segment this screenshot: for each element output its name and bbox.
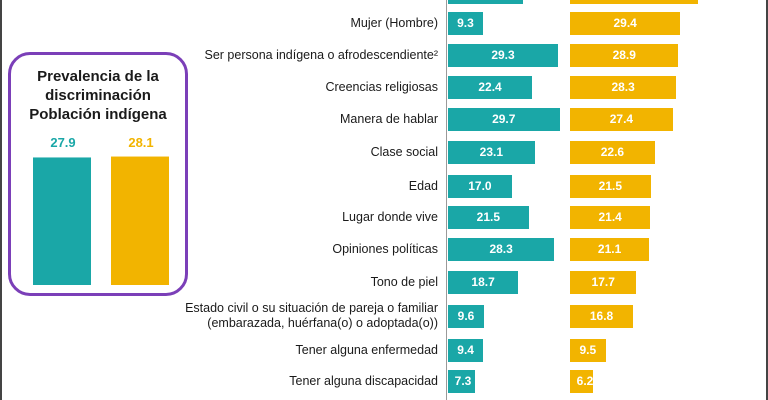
category-label: Lugar donde vive [342,209,438,224]
prevalence-title: Prevalencia de la discriminación Poblaci… [11,67,185,124]
prevalence-bars [33,156,169,285]
value-label-series-1: 16.8 [589,309,614,323]
prevalence-bar-0 [33,157,91,285]
category-label: Tono de piel [370,274,438,289]
bar-series-0 [448,270,519,294]
frame-left-border [0,0,2,400]
value-label-series-0: 9.4 [457,343,474,357]
bar-series-0 [448,0,523,4]
bar-series-0 [448,75,533,99]
value-label-series-1: 21.1 [597,242,622,256]
bar-series-1 [570,270,637,294]
prevalence-title-line-2: discriminación [45,87,151,104]
prevalence-title-line-3: Población indígena [29,106,167,123]
value-label-series-1: 27.4 [609,112,634,126]
bar-series-1 [570,174,651,198]
prevalence-title-line-1: Prevalencia de la [37,68,159,85]
value-label-series-0: 22.4 [478,80,502,94]
category-label: Creencias religiosas [325,79,438,94]
bar-series-0 [448,107,560,131]
axis-divider [446,0,447,400]
prevalence-bar-1 [111,156,169,285]
prevalence-value-series-1: 28.1 [128,135,154,150]
bar-series-0 [448,338,484,362]
value-label-series-1: 28.9 [612,48,636,62]
bar-series-0 [448,43,558,67]
bar-series-1 [570,369,594,393]
bar-series-1 [570,205,651,229]
value-label-series-1: 22.6 [600,145,625,159]
bar-series-0 [448,237,555,261]
bar-series-1 [570,0,698,4]
bar-series-0 [448,140,535,164]
category-label: Tener alguna enfermedad [295,342,438,357]
bar-series-1 [570,338,606,362]
bar-series-0 [448,11,483,35]
bar-series-1 [570,43,679,67]
category-label: Estado civil o su situación de pareja o … [185,301,438,330]
category-label: Opiniones políticas [332,241,438,256]
category-label: Edad [408,178,438,193]
value-label-series-0: 9.6 [457,309,475,323]
bar-series-1 [570,75,677,99]
value-label-series-1: 21.4 [598,210,622,224]
frame-right-border [766,0,768,400]
value-label-series-0: 18.7 [471,275,495,289]
bar-series-0 [448,174,512,198]
prevalence-panel: Prevalencia de la discriminación Poblaci… [8,52,188,296]
bar-series-0 [448,304,485,328]
bar-series-1 [570,107,673,131]
value-label-series-1: 17.7 [591,275,615,289]
bar-series-1 [570,140,655,164]
value-label-series-0: 28.3 [489,242,513,256]
value-label-series-1: 28.3 [611,80,635,94]
bar-series-1 [570,237,650,261]
value-label-series-0: 7.3 [454,374,472,388]
bar-series-0 [448,205,529,229]
bar-series-0 [448,369,476,393]
value-label-series-0: 17.0 [468,179,492,193]
value-label-series-0: 23.1 [479,145,504,159]
category-label: Ser persona indígena o afrodescendiente² [204,47,439,62]
value-label-series-1: 6.2 [576,374,594,388]
value-label-series-0: 9.3 [457,16,474,30]
category-label: Clase social [370,144,438,159]
value-label-series-0: 21.5 [476,210,501,224]
category-label: Tener alguna discapacidad [289,373,438,388]
category-label: Manera de hablar [340,111,438,126]
bar-series-1 [570,304,634,328]
bar-series-1 [570,11,681,35]
value-label-series-1: 9.5 [579,343,597,357]
value-label-series-0: 29.3 [491,48,515,62]
value-label-series-0: 29.7 [492,112,516,126]
prevalence-value-series-0: 27.9 [50,135,76,150]
value-label-series-1: 29.4 [613,16,637,30]
value-label-series-1: 21.5 [598,179,623,193]
category-label: Mujer (Hombre) [350,15,438,30]
